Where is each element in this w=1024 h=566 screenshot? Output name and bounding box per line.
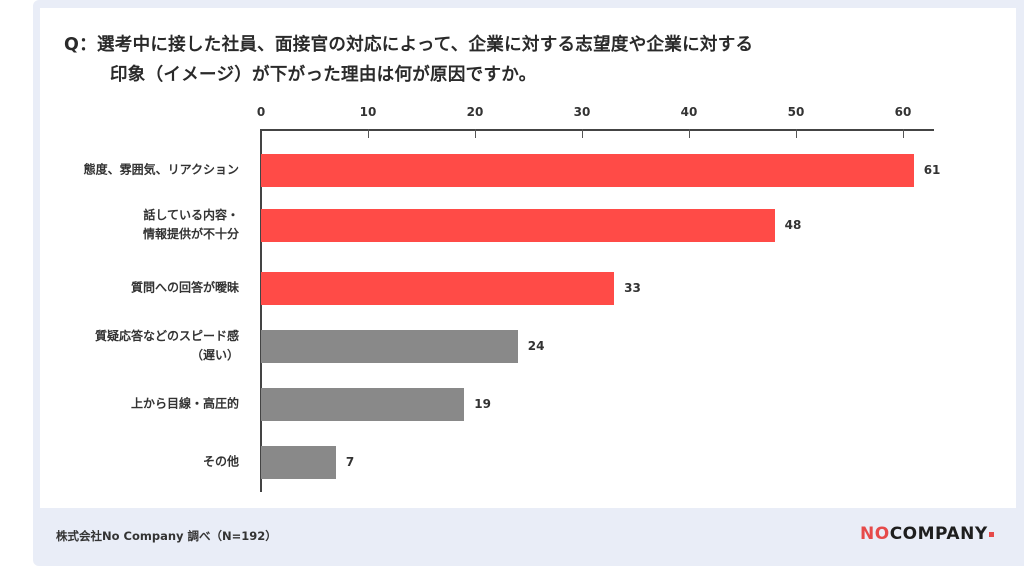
category-label-line: その他	[202, 454, 239, 469]
x-tick-mark	[689, 129, 690, 138]
data-label: 7	[345, 455, 355, 469]
bar	[261, 387, 465, 421]
x-tick-mark	[903, 129, 904, 138]
x-tick-label: 60	[894, 105, 912, 119]
x-tick-label: 20	[466, 105, 484, 119]
chart-title-line2: 印象（イメージ）が下がった理由は何が原因ですか。	[110, 65, 537, 85]
data-label: 19	[474, 397, 491, 411]
source-note: 株式会社No Company 調べ（N=192）	[56, 529, 277, 543]
bar	[261, 445, 336, 479]
x-tick-label: 10	[359, 105, 377, 119]
category-label: 上から目線・高圧的	[131, 395, 239, 414]
category-label-line: 話している内容・	[143, 208, 239, 222]
chart-title: Q：選考中に接した社員、面接官の対応によって、企業に対する志望度や企業に対する …	[64, 30, 753, 90]
x-axis-line	[261, 129, 934, 131]
bar	[261, 153, 914, 187]
data-label: 24	[527, 339, 545, 353]
category-label: 話している内容・ 情報提供が不十分	[143, 206, 239, 244]
data-label: 33	[624, 281, 641, 295]
category-label: 態度、雰囲気、リアクション	[84, 161, 239, 180]
chart-card	[40, 8, 1016, 508]
data-label: 61	[923, 163, 941, 177]
category-label-line: 態度、雰囲気、リアクション	[83, 162, 239, 177]
chart-title-line1: Q：選考中に接した社員、面接官の対応によって、企業に対する志望度や企業に対する	[64, 35, 754, 55]
logo-no-text: NO	[860, 524, 890, 544]
bar	[261, 271, 615, 305]
x-tick-label: 50	[787, 105, 805, 119]
category-label: 質問への回答が曖昧	[131, 279, 239, 298]
logo-dot-icon	[988, 531, 994, 537]
data-label: 48	[784, 218, 802, 232]
category-label-line: 上から目線・高圧的	[130, 396, 239, 411]
bar	[261, 329, 518, 363]
x-tick-label: 40	[680, 105, 698, 119]
x-tick-mark	[475, 129, 476, 138]
no-company-logo: NOCOMPANY	[860, 524, 994, 544]
x-tick-label: 30	[573, 105, 591, 119]
y-axis-line	[260, 129, 262, 492]
category-label: その他	[203, 453, 239, 472]
category-label-line: 情報提供が不十分	[142, 227, 239, 241]
bar	[261, 208, 775, 242]
x-tick-mark	[796, 129, 797, 138]
category-label: 質疑応答などのスピード感 （遅い）	[95, 327, 239, 365]
category-label-line: 質疑応答などのスピード感	[94, 329, 239, 343]
category-label-line: （遅い）	[190, 348, 239, 362]
logo-company-text: COMPANY	[889, 524, 988, 544]
x-tick-mark	[368, 129, 369, 138]
x-tick-label: 0	[256, 105, 266, 119]
x-tick-mark	[582, 129, 583, 138]
category-label-line: 質問への回答が曖昧	[130, 280, 239, 295]
